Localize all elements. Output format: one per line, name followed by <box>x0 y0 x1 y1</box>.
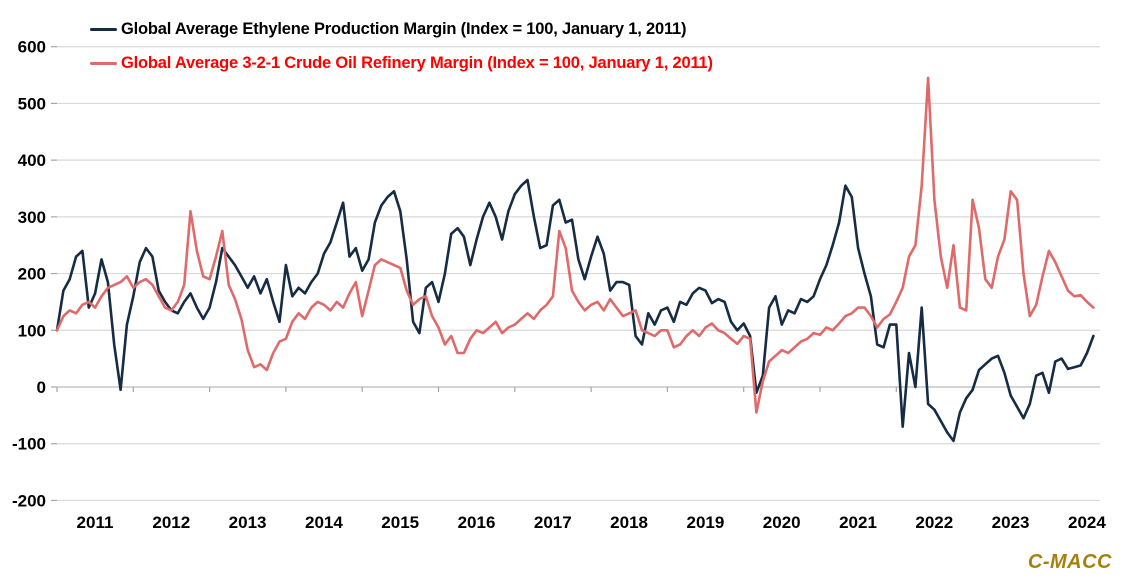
refinery-line-swatch-icon <box>90 61 117 66</box>
svg-text:2014: 2014 <box>305 513 343 532</box>
svg-text:2023: 2023 <box>992 513 1030 532</box>
svg-text:2015: 2015 <box>381 513 419 532</box>
svg-text:2013: 2013 <box>229 513 267 532</box>
svg-text:-100: -100 <box>12 435 46 454</box>
svg-text:2020: 2020 <box>763 513 801 532</box>
svg-text:2018: 2018 <box>610 513 648 532</box>
svg-text:2016: 2016 <box>458 513 496 532</box>
svg-text:2024: 2024 <box>1068 513 1106 532</box>
svg-text:600: 600 <box>18 38 46 57</box>
legend-label-ethylene: Global Average Ethylene Production Margi… <box>121 20 687 38</box>
svg-text:2012: 2012 <box>152 513 190 532</box>
legend-label-refinery: Global Average 3-2-1 Crude Oil Refinery … <box>121 54 713 72</box>
legend-item-refinery-margin: Global Average 3-2-1 Crude Oil Refinery … <box>88 52 719 75</box>
svg-text:500: 500 <box>18 94 46 113</box>
svg-text:300: 300 <box>18 208 46 227</box>
legend-item-ethylene-margin: Global Average Ethylene Production Margi… <box>88 18 719 41</box>
svg-text:2011: 2011 <box>77 513 114 532</box>
svg-text:2022: 2022 <box>915 513 953 532</box>
svg-text:200: 200 <box>18 265 46 284</box>
svg-text:0: 0 <box>37 378 46 397</box>
svg-text:100: 100 <box>18 321 46 340</box>
brand-watermark: C-MACC <box>1027 551 1112 573</box>
ethylene-line-swatch-icon <box>90 27 117 32</box>
chart-legend: Global Average Ethylene Production Margi… <box>88 18 719 75</box>
svg-text:-200: -200 <box>12 491 46 510</box>
svg-text:400: 400 <box>18 151 46 170</box>
svg-text:2021: 2021 <box>839 513 877 532</box>
svg-text:2017: 2017 <box>534 513 572 532</box>
svg-text:2019: 2019 <box>686 513 724 532</box>
